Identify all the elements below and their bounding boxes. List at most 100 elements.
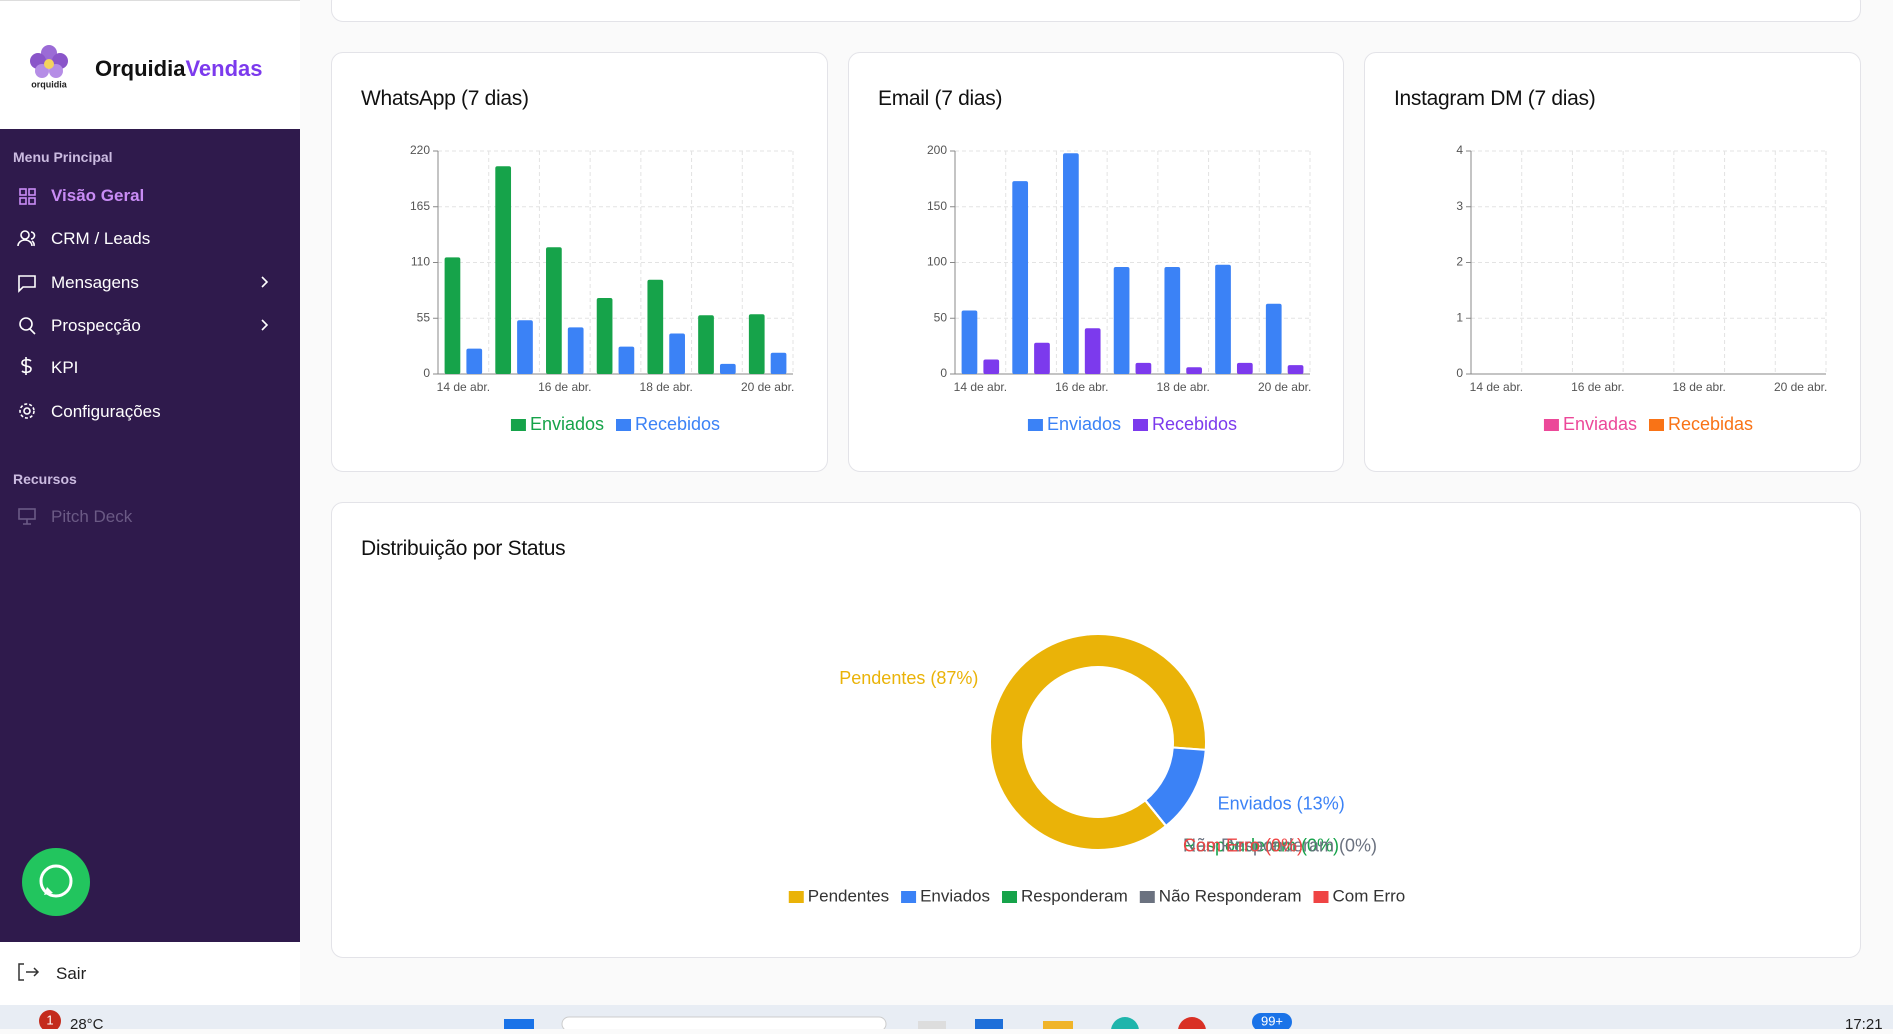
bar [1164, 266, 1181, 374]
section-title: Recursos [13, 471, 77, 487]
brand: orquidia OrquidiaVendas [0, 0, 300, 129]
y-tick-label: 150 [927, 199, 947, 213]
y-tick-label: 4 [1456, 143, 1463, 157]
legend-label: Pendentes [808, 886, 889, 905]
slice-label: Responderam (0%) [1183, 836, 1339, 856]
slice-label: Com Erro (0%) [1183, 836, 1303, 856]
y-tick-label: 110 [411, 255, 430, 269]
bar [1034, 342, 1050, 374]
legend-swatch [1543, 419, 1559, 431]
legend: Enviadas Recebidas [1543, 414, 1753, 434]
legend-label: Recebidos [1152, 414, 1237, 434]
legend-swatch [1649, 419, 1664, 431]
y-tick-label: 2 [1456, 255, 1463, 269]
legend-label: Recebidos [635, 414, 720, 434]
logout-area: Sair [0, 942, 300, 1005]
legend-label: Com Erro [1332, 886, 1405, 905]
x-tick-label: 18 de abr. [640, 380, 693, 394]
legend-label: Enviados [1047, 414, 1121, 434]
bar [1186, 367, 1202, 374]
chart: 0 50 100 150 200 14 de abr. 16 de abr. 18 de ab… [927, 143, 1311, 434]
bar [567, 327, 584, 374]
slice-label: Não Responderam (0%) [1183, 836, 1377, 856]
brand-part: Vendas [185, 56, 263, 81]
legend-swatch [616, 419, 631, 431]
bar [748, 314, 765, 374]
chart: 0 55 110 165 220 14 de abr. 16 de abr. 18 de ab… [410, 143, 794, 434]
x-tick-label: 18 de abr. [1157, 380, 1210, 394]
menu-item[interactable]: Prospecção [51, 316, 141, 335]
top-card [331, 0, 1861, 22]
legend-swatch [901, 891, 917, 903]
clock: 17:21 [1845, 1016, 1883, 1029]
x-tick-label: 16 de abr. [1055, 380, 1108, 394]
x-tick-label: 16 de abr. [538, 380, 591, 394]
legend-swatch [1002, 891, 1018, 903]
chart-title: Distribuição por Status [361, 537, 566, 560]
y-tick-label: 0 [423, 366, 430, 380]
bar [517, 320, 533, 374]
legend: Enviados Recebidos [510, 414, 720, 434]
bar [647, 279, 664, 374]
brand-part: Orquidia [95, 56, 186, 81]
x-tick-label: 14 de abr. [437, 380, 490, 394]
chart-card: Distribuição por Status Pendentes (87%) En… [331, 502, 1861, 958]
notification-count: 1 [46, 1012, 53, 1027]
sidebar: orquidia OrquidiaVendas Menu Principal V… [0, 0, 300, 1005]
slice-label: Enviados (13%) [1218, 793, 1345, 813]
legend-swatch [1133, 419, 1148, 431]
bar [1236, 362, 1253, 374]
bar [1287, 365, 1304, 374]
bar [961, 310, 978, 374]
bar [495, 166, 512, 374]
x-tick-label: 14 de abr. [954, 380, 1007, 394]
menu-item[interactable]: Pitch Deck [51, 507, 133, 526]
y-tick-label: 0 [1456, 366, 1463, 380]
bar [466, 348, 483, 374]
bar [770, 352, 787, 374]
legend-swatch [1027, 419, 1043, 431]
chart-card: Instagram DM (7 dias) 0 1 2 3 4 14 de abr. 16 d… [1364, 52, 1861, 472]
logout[interactable]: Sair [56, 964, 87, 983]
slice [1143, 746, 1207, 828]
menu-item[interactable]: Mensagens [51, 273, 139, 292]
y-tick-label: 100 [927, 255, 947, 269]
y-tick-label: 50 [934, 310, 948, 324]
bar [1084, 328, 1101, 374]
legend-label: Não Responderam [1159, 886, 1302, 905]
chart: 0 1 2 3 4 14 de abr. 16 de abr. 18 de abr. 20 de… [1456, 143, 1827, 434]
badge: 99+ [1261, 1013, 1283, 1028]
bar [1215, 264, 1231, 374]
bar [618, 346, 635, 374]
legend-label: Recebidas [1668, 414, 1753, 434]
bar [1012, 181, 1029, 374]
logo-text: orquidia [31, 79, 67, 89]
whatsapp-button[interactable] [22, 848, 92, 918]
logout-icon [18, 963, 40, 981]
x-tick-label: 14 de abr. [1470, 380, 1523, 394]
slice [1144, 799, 1167, 827]
weather: 28°C [70, 1016, 104, 1029]
menu-item[interactable]: Visão Geral [51, 186, 145, 205]
menu-item[interactable]: KPI [51, 358, 79, 377]
x-tick-label: 20 de abr. [741, 380, 794, 394]
menu-item[interactable]: Configurações [51, 402, 161, 421]
bar [1063, 153, 1079, 374]
menu-item[interactable]: CRM / Leads [51, 229, 151, 248]
chart-title: WhatsApp (7 dias) [361, 87, 529, 110]
bar [546, 247, 562, 374]
y-tick-label: 3 [1456, 199, 1463, 213]
legend-label: Responderam [1021, 886, 1128, 905]
bar [669, 333, 685, 374]
brand-name: OrquidiaVendas [95, 56, 263, 82]
legend-swatch [788, 891, 804, 903]
legend-label: Enviadas [1563, 414, 1637, 434]
y-tick-label: 220 [410, 143, 430, 157]
x-tick-label: 20 de abr. [1774, 380, 1827, 394]
legend-swatch [1313, 891, 1329, 903]
legend-label: Enviados [920, 886, 990, 905]
chart-title: Instagram DM (7 dias) [1394, 87, 1596, 110]
legend-swatch [1139, 891, 1155, 903]
bar [596, 297, 613, 374]
